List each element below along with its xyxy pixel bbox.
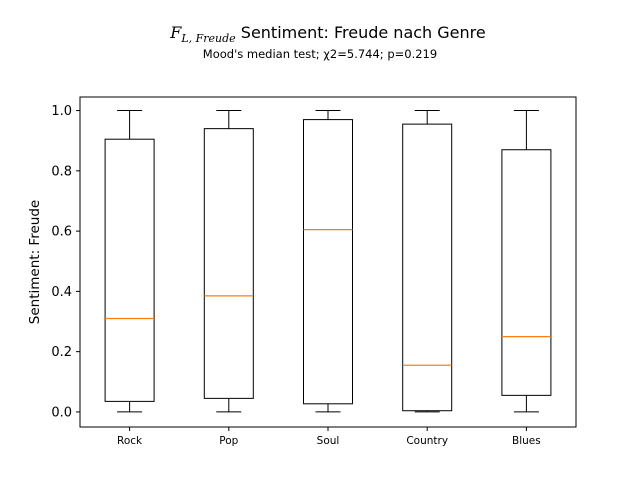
y-tick-label-2: 0.4 <box>51 285 72 300</box>
box-rock <box>104 138 155 402</box>
x-tick-label-soul: Soul <box>317 435 340 447</box>
y-tick-label-5: 1.0 <box>51 104 72 119</box>
x-tick-label-blues: Blues <box>512 435 541 447</box>
y-tick-label-3: 0.6 <box>51 225 72 240</box>
box-country <box>402 123 453 412</box>
plot-area: Rock Pop Soul Country Blues 0.0 0.2 0.4 0.6 0.8 1.… <box>51 96 577 447</box>
x-tick-label-rock: Rock <box>117 435 143 447</box>
box-pop <box>203 128 254 399</box>
x-tick-label-country: Country <box>406 435 448 447</box>
y-tick-label-4: 0.8 <box>51 164 72 179</box>
title-symbol: F <box>169 23 182 42</box>
box-soul <box>303 119 353 405</box>
title-rest: Sentiment: Freude nach Genre <box>236 23 486 42</box>
chart-subtitle: Mood's median test; χ2=5.744; p=0.219 <box>203 47 437 61</box>
x-tick-label-pop: Pop <box>219 435 238 447</box>
title-subscript: L, Freude <box>180 32 236 45</box>
y-tick-label-0: 0.0 <box>51 405 72 420</box>
y-tick-label-1: 0.2 <box>51 345 72 360</box>
plot-frame <box>79 96 577 428</box>
y-axis-label: Sentiment: Freude <box>27 200 43 324</box>
chart-title: FL, Freude Sentiment: Freude nach Genre <box>169 23 485 45</box>
box-blues <box>501 149 552 396</box>
